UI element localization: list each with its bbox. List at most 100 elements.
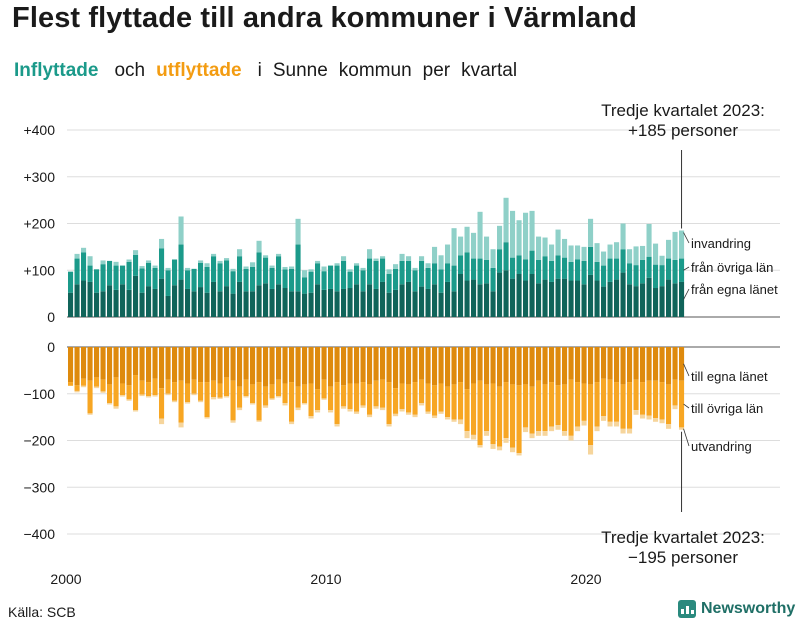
- bar-outflow: [438, 347, 444, 384]
- bar-inflow: [87, 281, 93, 317]
- bar-inflow: [159, 278, 165, 317]
- bar-inflow: [152, 265, 158, 268]
- bar-outflow: [451, 347, 457, 385]
- bar-outflow: [347, 409, 353, 412]
- bar-outflow: [133, 347, 139, 376]
- bar-inflow: [302, 277, 308, 294]
- bar-inflow: [87, 256, 93, 266]
- bar-inflow: [575, 280, 581, 317]
- bar-outflow: [568, 347, 574, 380]
- bar-inflow: [165, 270, 171, 296]
- bar-inflow: [653, 264, 659, 289]
- bar-outflow: [542, 384, 548, 432]
- bar-outflow: [146, 396, 152, 398]
- bar-outflow: [666, 347, 672, 385]
- bar-outflow: [178, 380, 184, 423]
- annotation-top-line1: Tredje kvartalet 2023:: [601, 101, 765, 120]
- bar-outflow: [217, 397, 223, 399]
- bar-inflow: [620, 272, 626, 317]
- bar-outflow: [562, 347, 568, 385]
- bar-outflow: [113, 377, 119, 407]
- bar-inflow: [666, 239, 672, 259]
- bar-outflow: [659, 419, 665, 424]
- bar-outflow: [386, 382, 392, 425]
- bar-outflow: [139, 347, 145, 381]
- bar-outflow: [217, 383, 223, 398]
- bar-outflow: [113, 347, 119, 378]
- bar-inflow: [289, 266, 295, 269]
- bar-inflow: [601, 286, 607, 317]
- bar-outflow: [211, 347, 217, 381]
- bar-outflow: [484, 431, 490, 436]
- bar-inflow: [633, 246, 639, 266]
- bar-outflow: [334, 347, 340, 383]
- bar-inflow: [315, 263, 321, 285]
- bar-outflow: [562, 384, 568, 432]
- bar-inflow: [308, 292, 314, 317]
- bar-inflow: [451, 265, 457, 292]
- bar-inflow: [659, 286, 665, 317]
- bar-outflow: [438, 411, 444, 414]
- bar-inflow: [646, 277, 652, 317]
- bar-outflow: [633, 347, 639, 380]
- bar-outflow: [68, 382, 74, 386]
- bar-outflow: [503, 438, 509, 443]
- bar-inflow: [445, 244, 451, 264]
- bar-outflow: [165, 393, 171, 396]
- bar-inflow: [451, 228, 457, 266]
- bar-outflow: [672, 405, 678, 410]
- brand-logo: Newsworthy: [678, 600, 795, 618]
- bar-inflow: [601, 251, 607, 266]
- bar-outflow: [653, 380, 659, 419]
- bar-outflow: [178, 422, 184, 428]
- bar-outflow: [172, 347, 178, 383]
- bar-outflow: [393, 413, 399, 417]
- bar-inflow: [594, 280, 600, 317]
- bar-outflow: [581, 420, 587, 426]
- bar-inflow: [536, 283, 542, 317]
- bar-outflow: [354, 347, 360, 384]
- bar-outflow: [666, 424, 672, 429]
- series-label-inflow: från egna länet: [691, 282, 778, 297]
- bar-inflow: [510, 210, 516, 258]
- bar-inflow: [68, 271, 74, 293]
- bar-outflow: [315, 410, 321, 413]
- bar-inflow: [458, 255, 464, 274]
- bar-outflow: [393, 347, 399, 389]
- bar-inflow: [562, 257, 568, 279]
- bar-outflow: [87, 413, 93, 415]
- bar-outflow: [230, 380, 236, 421]
- bar-inflow: [224, 260, 230, 287]
- bar-inflow: [224, 286, 230, 317]
- bar-inflow: [640, 259, 646, 284]
- bar-outflow: [87, 380, 93, 414]
- bar-outflow: [529, 433, 535, 439]
- bar-inflow: [464, 280, 470, 317]
- bar-inflow: [523, 259, 529, 281]
- bar-outflow: [250, 403, 256, 405]
- bar-outflow: [263, 405, 269, 408]
- annotation-bottom-line1: Tredje kvartalet 2023:: [601, 528, 765, 547]
- bar-inflow: [263, 255, 269, 258]
- bar-inflow: [276, 256, 282, 285]
- bar-inflow: [198, 287, 204, 317]
- bar-outflow: [276, 347, 282, 380]
- bar-outflow: [198, 347, 204, 383]
- bar-inflow: [432, 284, 438, 317]
- bar-inflow: [510, 257, 516, 279]
- bar-outflow: [614, 382, 620, 422]
- bar-inflow: [120, 284, 126, 317]
- bar-outflow: [74, 385, 80, 391]
- bar-inflow: [581, 246, 587, 261]
- bar-outflow: [562, 431, 568, 436]
- bar-inflow: [653, 288, 659, 317]
- series-label-inflow: från övriga län: [691, 260, 773, 275]
- bar-inflow: [419, 256, 425, 261]
- bar-outflow: [321, 347, 327, 380]
- bar-outflow: [224, 396, 230, 398]
- bar-inflow: [601, 265, 607, 287]
- bar-inflow: [74, 258, 80, 285]
- bar-outflow: [588, 384, 594, 446]
- bar-outflow: [523, 427, 529, 433]
- bar-outflow: [523, 384, 529, 428]
